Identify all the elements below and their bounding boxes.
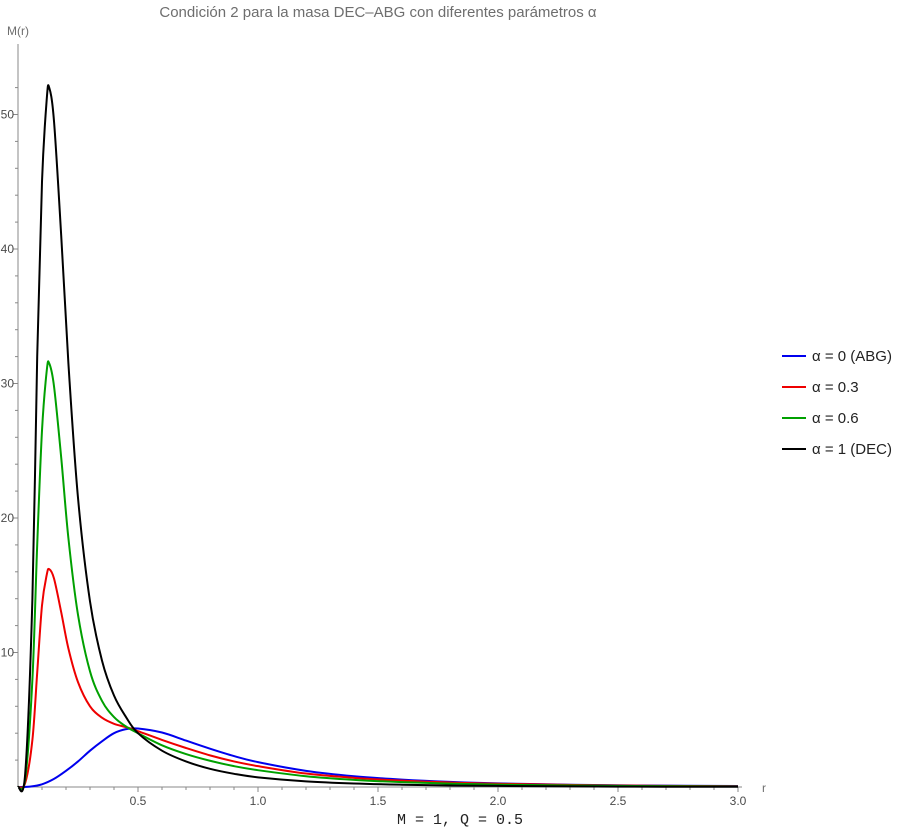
y-ticks: 10 20 30 40 50 (1, 87, 18, 761)
y-tick-label: 40 (1, 242, 15, 256)
y-tick-label: 30 (1, 377, 15, 391)
y-tick-label: 10 (1, 646, 15, 660)
x-tick-label: 3.0 (730, 794, 747, 808)
series-line-2 (17, 360, 739, 791)
x-tick-label: 2.5 (610, 794, 627, 808)
x-tick-label: 1.0 (250, 794, 267, 808)
x-tick-label: 0.5 (130, 794, 147, 808)
y-axis-label: M(r) (7, 24, 29, 38)
series-lines (17, 84, 739, 793)
legend: α = 0 (ABG) α = 0.3 α = 0.6 α = 1 (DEC) (782, 348, 892, 458)
series-line-3 (17, 84, 739, 793)
chart-title: Condición 2 para la masa DEC–ABG con dif… (159, 4, 597, 21)
legend-label-1: α = 0.3 (812, 379, 859, 396)
x-ticks: 0.5 1.0 1.5 2.0 2.5 3.0 (41, 787, 747, 808)
x-axis-label: r (762, 781, 766, 795)
series-line-1 (17, 567, 739, 789)
y-tick-label: 20 (1, 511, 15, 525)
legend-label-2: α = 0.6 (812, 410, 859, 427)
parameters-footer: M = 1, Q = 0.5 (397, 812, 523, 829)
x-tick-label: 1.5 (370, 794, 387, 808)
x-tick-label: 2.0 (490, 794, 507, 808)
legend-label-0: α = 0 (ABG) (812, 348, 892, 365)
y-tick-label: 50 (1, 108, 15, 122)
legend-label-3: α = 1 (DEC) (812, 441, 892, 458)
series-line-0 (17, 727, 739, 788)
